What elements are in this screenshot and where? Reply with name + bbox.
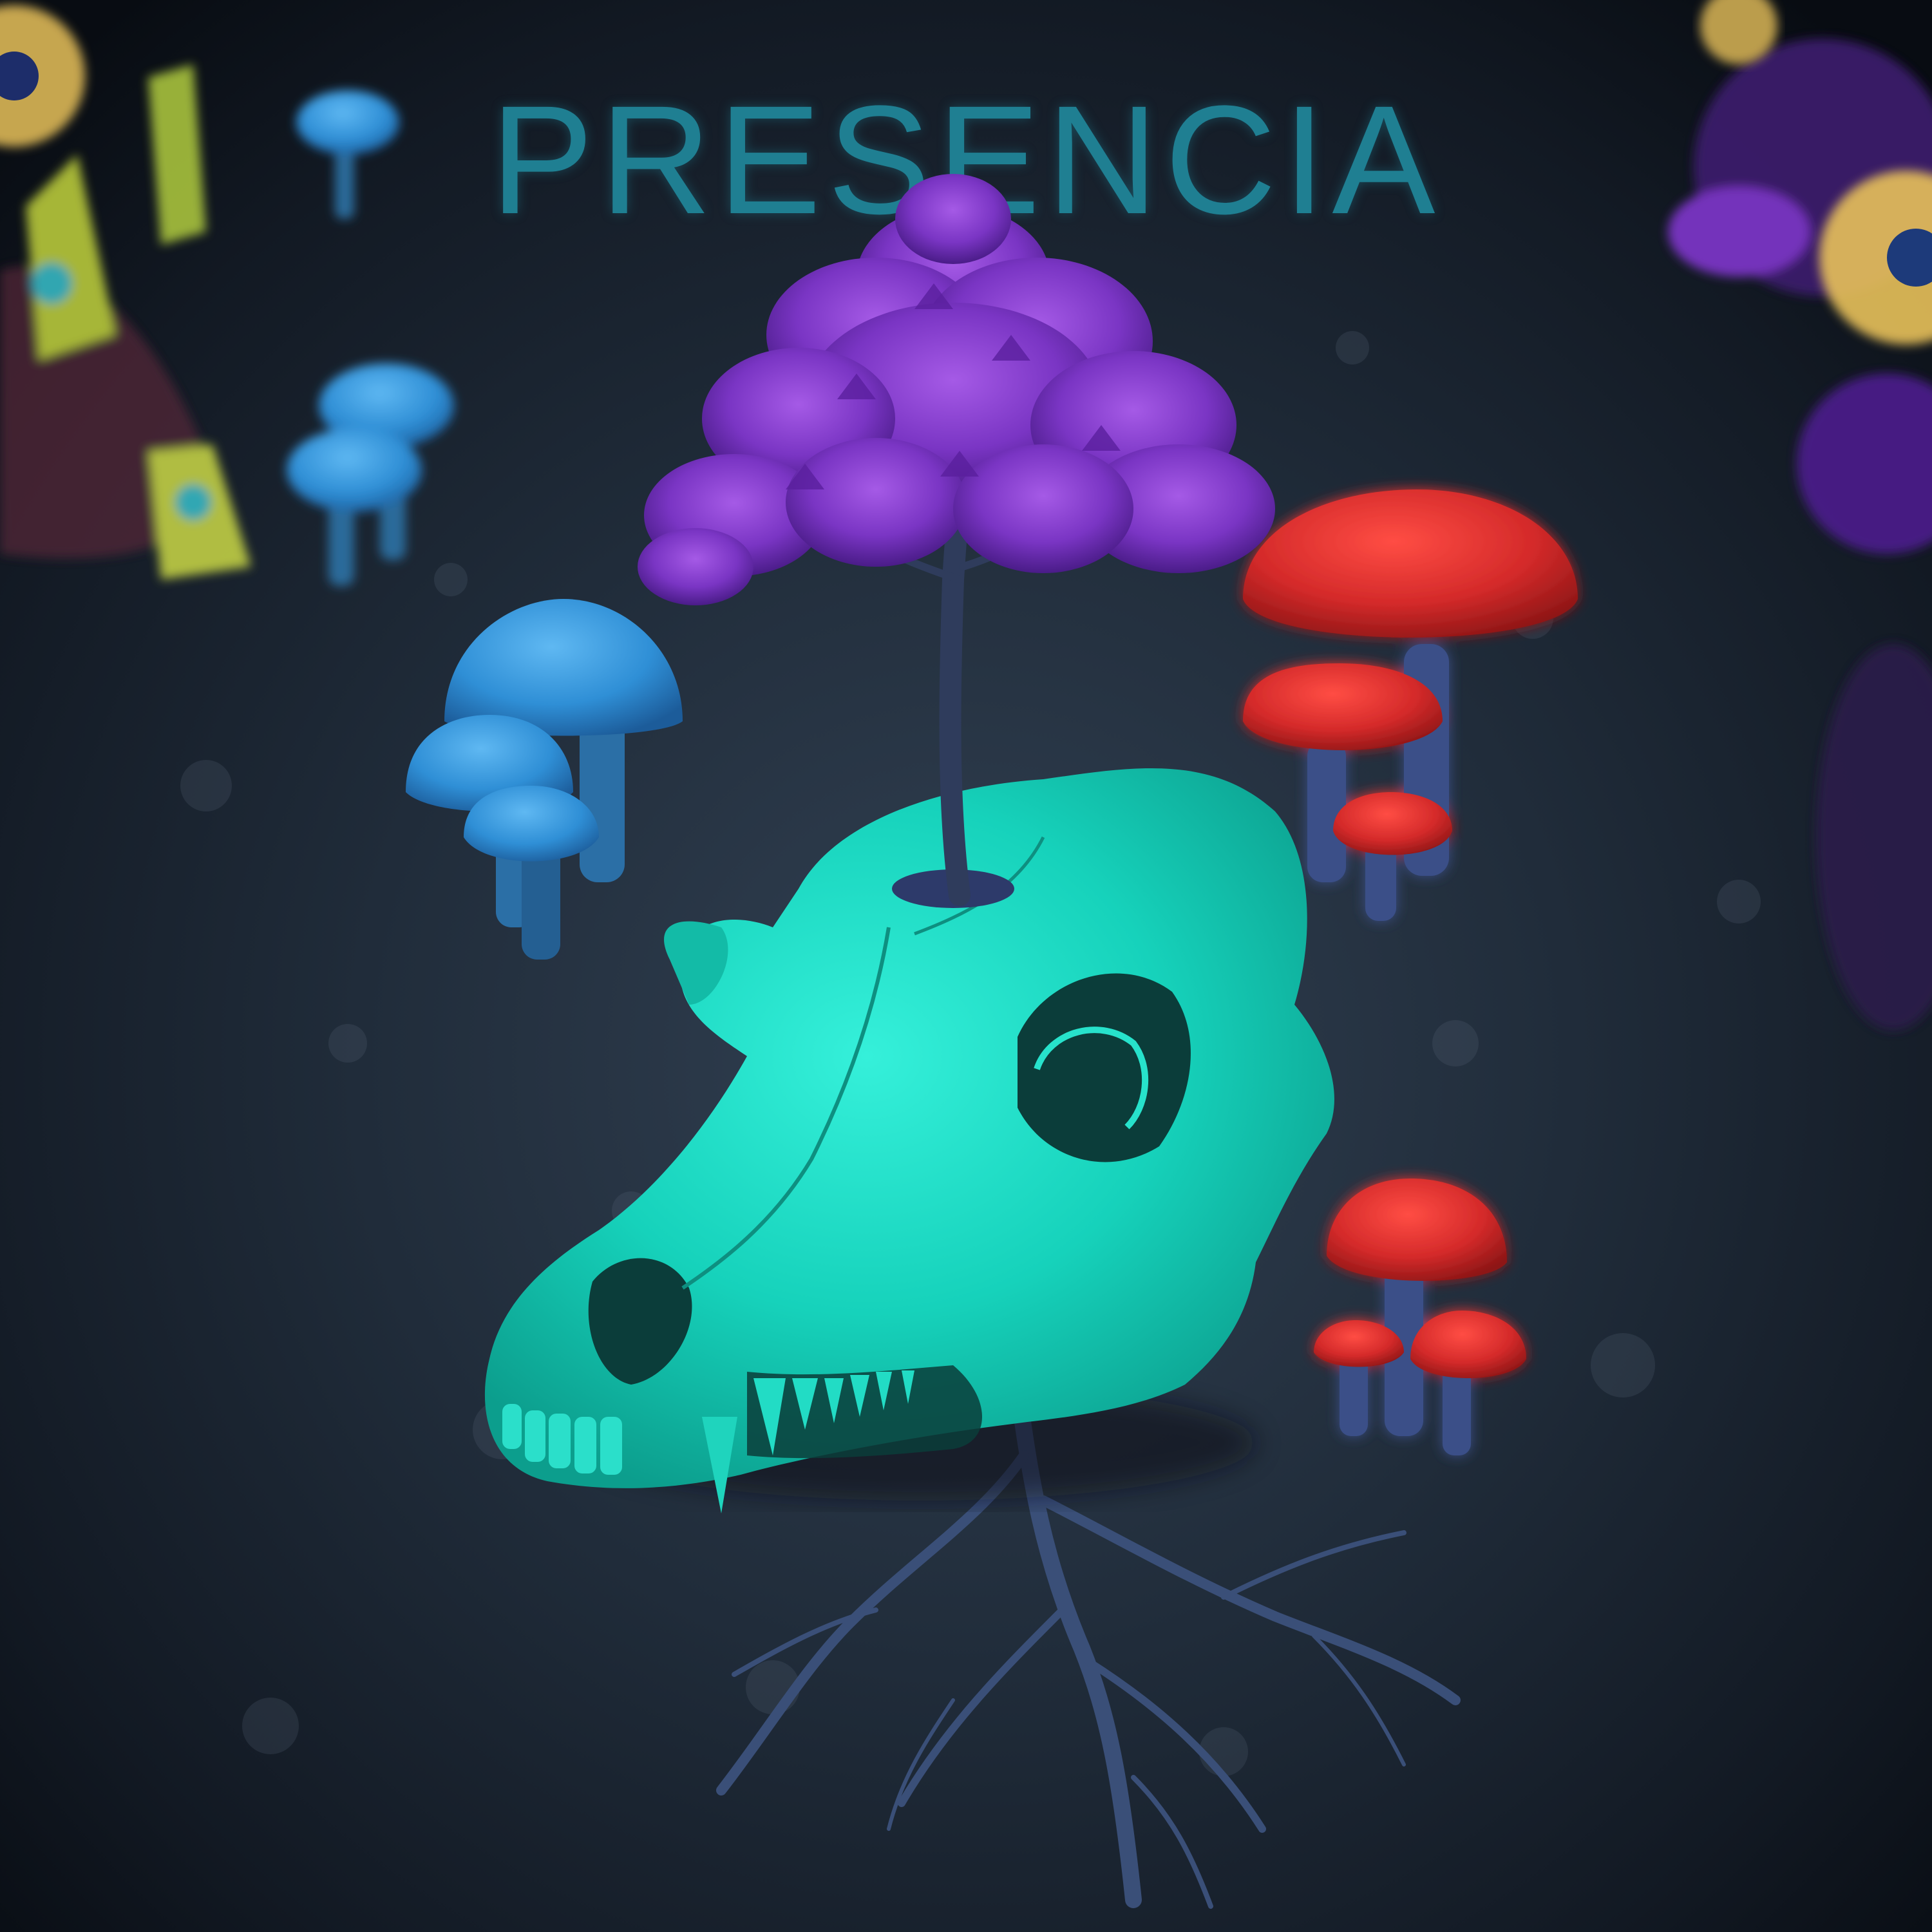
skull-icon	[484, 768, 1334, 1513]
front-teeth	[502, 1404, 622, 1475]
foliage-right	[1668, 39, 1932, 1030]
flower-icon-left	[0, 5, 85, 147]
flower-icon-right	[1700, 0, 1932, 345]
mushroom-icon-red-cluster-upper	[1243, 489, 1578, 921]
mushroom-icon-blue-cluster-small	[287, 363, 454, 586]
mushroom-icon-red-cluster-lower	[1314, 1179, 1526, 1455]
soil-texture	[180, 316, 1761, 1776]
mushroom-icon-blue-far	[296, 90, 399, 219]
foliage-left	[0, 64, 251, 580]
mushroom-icon-blue-cluster	[406, 599, 683, 960]
teeth	[753, 1370, 914, 1455]
